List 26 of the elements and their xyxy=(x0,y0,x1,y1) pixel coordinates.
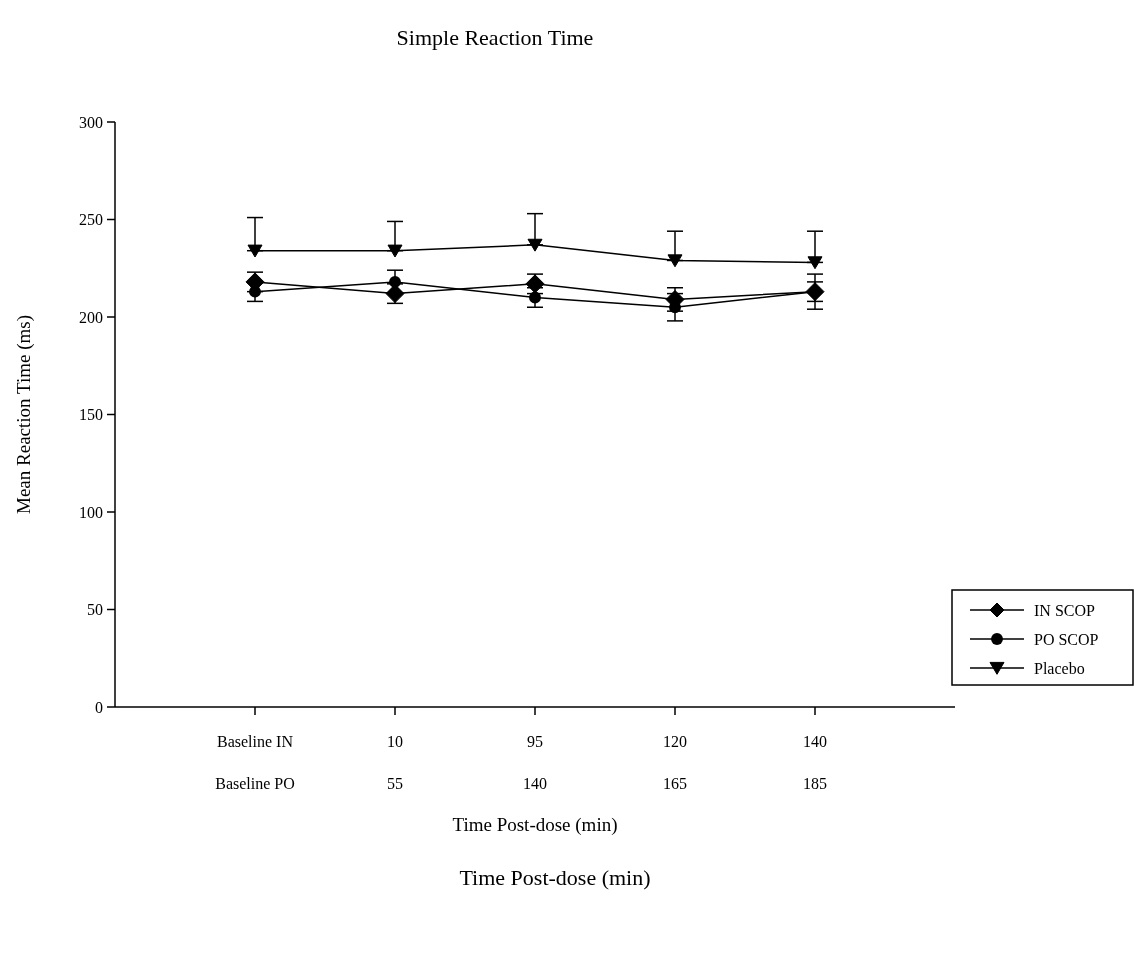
text: Time Post-dose (min) xyxy=(459,865,651,890)
category-label: Baseline IN Baseline PO xyxy=(215,733,295,792)
chart-title: Simple Reaction Time xyxy=(396,25,594,50)
y-axis-title: Mean Reaction Time (ms) xyxy=(13,315,35,514)
category-label: 95 140 xyxy=(523,733,547,792)
point xyxy=(529,291,541,304)
y-tick-label: 100 xyxy=(79,503,103,521)
legend-label: Placebo xyxy=(1034,659,1085,677)
point xyxy=(807,256,823,270)
y-tick-label: 300 xyxy=(79,113,103,131)
y-tick-label: 200 xyxy=(79,308,103,326)
point xyxy=(247,244,263,258)
point xyxy=(387,244,403,258)
text: Time Post-dose (min) xyxy=(452,814,618,836)
point xyxy=(527,238,543,252)
category-label: 140 185 xyxy=(803,733,827,792)
legend-label: PO SCOP xyxy=(1034,630,1099,648)
point xyxy=(389,275,401,288)
y-tick-label: 0 xyxy=(95,698,103,716)
category-label: 10 55 xyxy=(387,733,403,792)
y-tick-label: 50 xyxy=(87,601,103,619)
point xyxy=(667,254,683,268)
category-label: 120 165 xyxy=(663,733,687,792)
legend-label: IN SCOP xyxy=(1034,601,1096,619)
y-tick-label: 150 xyxy=(79,406,103,424)
y-tick-label: 250 xyxy=(79,211,103,229)
